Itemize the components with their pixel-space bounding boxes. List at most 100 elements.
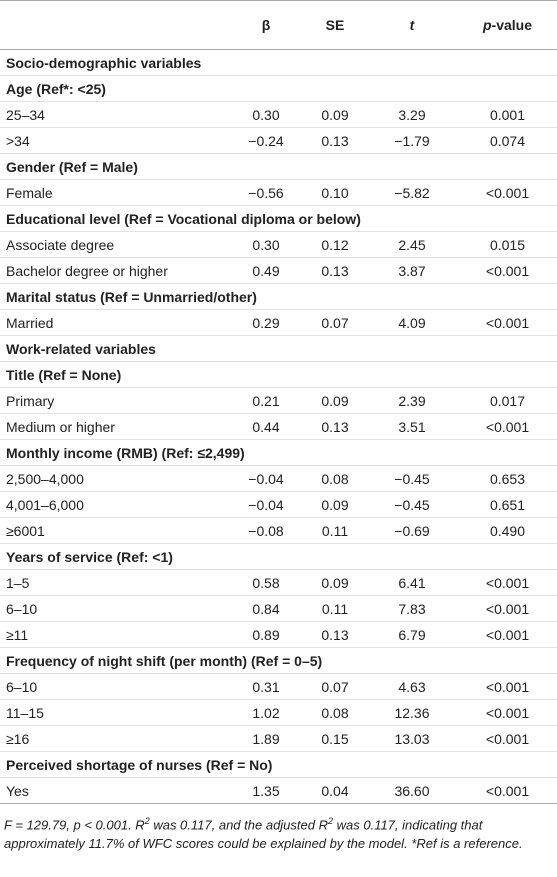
- group-row: Marital status (Ref = Unmarried/other): [0, 283, 557, 310]
- cell: 0.08: [304, 699, 366, 726]
- cell: 0.09: [304, 101, 366, 128]
- header-text: t: [409, 17, 415, 33]
- group-row: Age (Ref*: <25): [0, 75, 557, 102]
- cell: 0.017: [458, 387, 557, 414]
- data-row: Female −0.56 0.10 −5.82 <0.001: [0, 179, 557, 206]
- header-text: -value: [491, 17, 533, 33]
- row-label: 4,001–6,000: [0, 491, 228, 518]
- group-row: Work-related variables: [0, 335, 557, 362]
- group-row: Socio-demographic variables: [0, 49, 557, 76]
- header-cell: β: [228, 0, 304, 50]
- cell: <0.001: [458, 621, 557, 648]
- cell: 0.001: [458, 101, 557, 128]
- cell: 0.13: [304, 413, 366, 440]
- data-row: 2,500–4,000 −0.04 0.08 −0.45 0.653: [0, 465, 557, 492]
- row-label: 2,500–4,000: [0, 465, 228, 492]
- cell: 0.11: [304, 517, 366, 544]
- cell: −0.04: [228, 491, 304, 518]
- cell: 0.13: [304, 127, 366, 154]
- cell: 0.07: [304, 673, 366, 700]
- row-label: Female: [0, 179, 228, 206]
- cell: 1.02: [228, 699, 304, 726]
- data-row: 6–10 0.84 0.11 7.83 <0.001: [0, 595, 557, 622]
- cell: 0.58: [228, 569, 304, 596]
- row-label: 6–10: [0, 673, 228, 700]
- cell: 0.31: [228, 673, 304, 700]
- cell: 0.49: [228, 257, 304, 284]
- cell: 0.651: [458, 491, 557, 518]
- cell: <0.001: [458, 595, 557, 622]
- cell: 0.13: [304, 257, 366, 284]
- cell: 0.015: [458, 231, 557, 258]
- group-row: Educational level (Ref = Vocational dipl…: [0, 205, 557, 232]
- cell: 0.074: [458, 127, 557, 154]
- cell: <0.001: [458, 777, 557, 804]
- group-row: Perceived shortage of nurses (Ref = No): [0, 751, 557, 778]
- row-label: Age (Ref*: <25): [0, 75, 557, 102]
- cell: 0.10: [304, 179, 366, 206]
- group-row: Gender (Ref = Male): [0, 153, 557, 180]
- row-label: Frequency of night shift (per month) (Re…: [0, 647, 557, 674]
- cell: 6.79: [366, 621, 458, 648]
- cell: 7.83: [366, 595, 458, 622]
- row-label: Socio-demographic variables: [0, 49, 557, 76]
- cell: <0.001: [458, 699, 557, 726]
- row-label: Gender (Ref = Male): [0, 153, 557, 180]
- cell: −0.04: [228, 465, 304, 492]
- cell: <0.001: [458, 413, 557, 440]
- cell: 3.87: [366, 257, 458, 284]
- cell: −0.45: [366, 465, 458, 492]
- cell: 6.41: [366, 569, 458, 596]
- row-label: Primary: [0, 387, 228, 414]
- data-row: 11–15 1.02 0.08 12.36 <0.001: [0, 699, 557, 726]
- group-row: Title (Ref = None): [0, 361, 557, 388]
- regression-table: β SE t p-value Socio-demographic variabl…: [0, 0, 557, 804]
- header-text: p: [482, 17, 492, 33]
- cell: 0.29: [228, 309, 304, 336]
- superscript: 2: [328, 816, 334, 826]
- group-row: Monthly income (RMB) (Ref: ≤2,499): [0, 439, 557, 466]
- row-label: Monthly income (RMB) (Ref: ≤2,499): [0, 439, 557, 466]
- cell: −5.82: [366, 179, 458, 206]
- cell: 0.11: [304, 595, 366, 622]
- cell: −1.79: [366, 127, 458, 154]
- group-row: Frequency of night shift (per month) (Re…: [0, 647, 557, 674]
- cell: 2.45: [366, 231, 458, 258]
- cell: 13.03: [366, 725, 458, 752]
- cell: 0.13: [304, 621, 366, 648]
- row-label: 25–34: [0, 101, 228, 128]
- header-row: β SE t p-value: [0, 0, 557, 50]
- row-label: Marital status (Ref = Unmarried/other): [0, 283, 557, 310]
- cell: <0.001: [458, 257, 557, 284]
- cell: 0.07: [304, 309, 366, 336]
- cell: 0.15: [304, 725, 366, 752]
- cell: 4.09: [366, 309, 458, 336]
- cell: −0.08: [228, 517, 304, 544]
- data-row: Medium or higher 0.44 0.13 3.51 <0.001: [0, 413, 557, 440]
- cell: <0.001: [458, 179, 557, 206]
- row-label: 11–15: [0, 699, 228, 726]
- row-label: ≥11: [0, 621, 228, 648]
- row-label: Perceived shortage of nurses (Ref = No): [0, 751, 557, 778]
- row-label: >34: [0, 127, 228, 154]
- data-row: Primary 0.21 0.09 2.39 0.017: [0, 387, 557, 414]
- cell: 0.89: [228, 621, 304, 648]
- cell: <0.001: [458, 309, 557, 336]
- cell: 0.44: [228, 413, 304, 440]
- data-row: ≥16 1.89 0.15 13.03 <0.001: [0, 725, 557, 752]
- cell: 0.84: [228, 595, 304, 622]
- cell: 0.09: [304, 491, 366, 518]
- cell: 0.30: [228, 231, 304, 258]
- group-row: Years of service (Ref: <1): [0, 543, 557, 570]
- cell: 3.51: [366, 413, 458, 440]
- data-row: Yes 1.35 0.04 36.60 <0.001: [0, 777, 557, 804]
- row-label: Title (Ref = None): [0, 361, 557, 388]
- cell: 0.09: [304, 387, 366, 414]
- row-label: 6–10: [0, 595, 228, 622]
- cell: 4.63: [366, 673, 458, 700]
- cell: <0.001: [458, 673, 557, 700]
- superscript: 2: [144, 816, 150, 826]
- cell: 0.30: [228, 101, 304, 128]
- data-row: Married 0.29 0.07 4.09 <0.001: [0, 309, 557, 336]
- footnote-text: F = 129.79, p < 0.001. R: [4, 817, 145, 833]
